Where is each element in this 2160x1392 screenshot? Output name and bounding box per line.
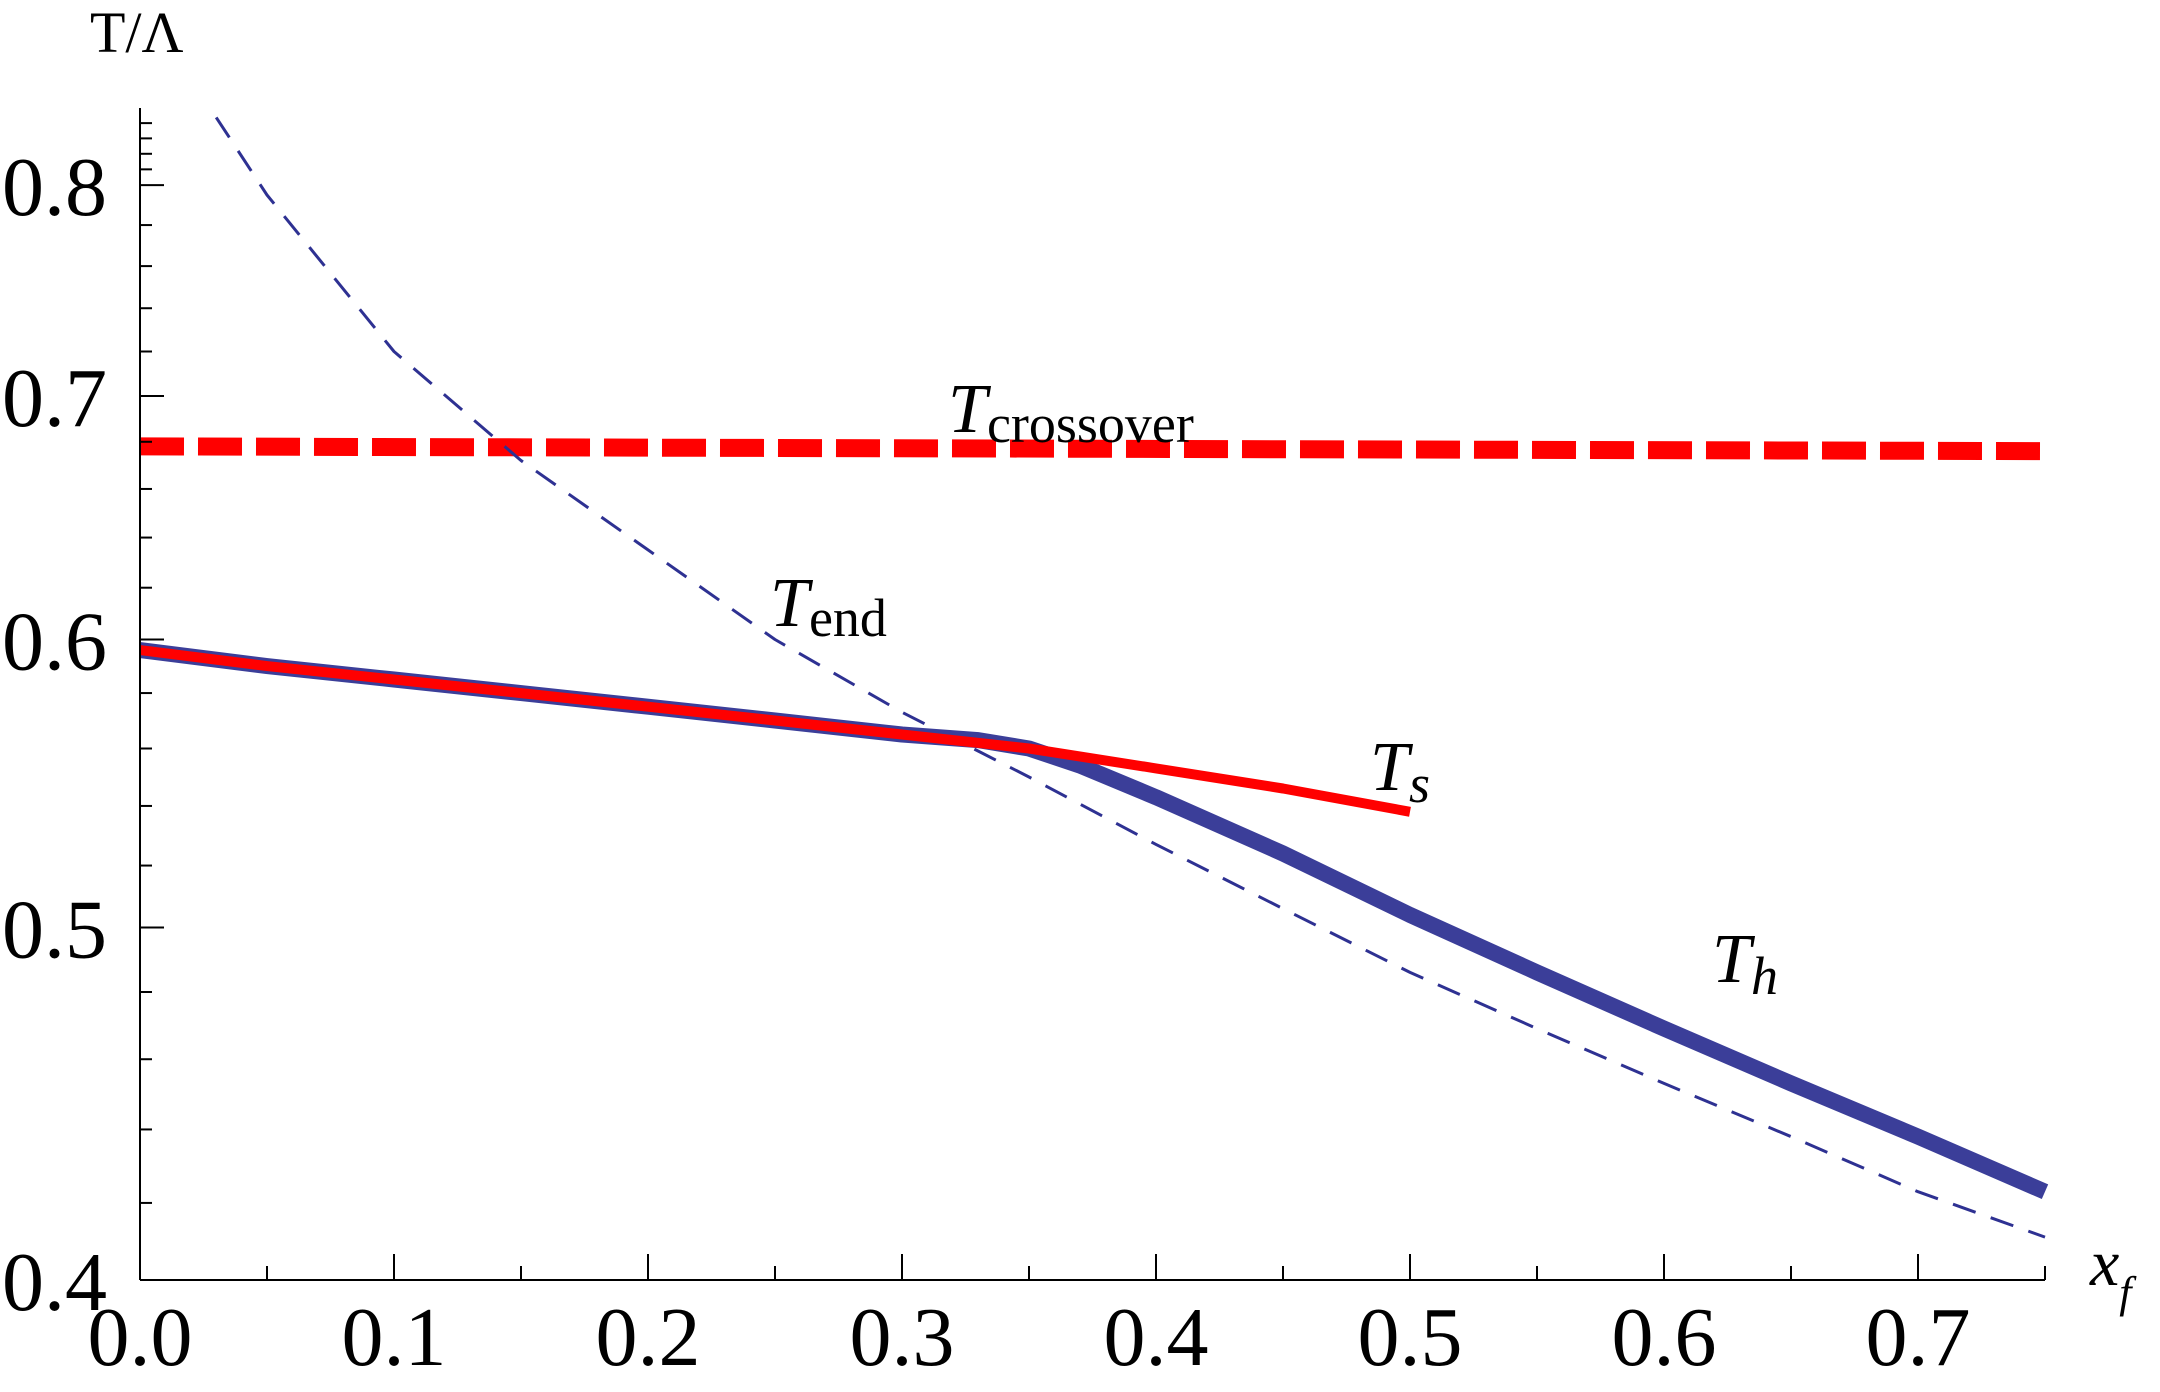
x-tick-label: 0.0 bbox=[88, 1291, 193, 1384]
label-s: Ts bbox=[1370, 729, 1430, 814]
label-crossover-sub: crossover bbox=[987, 394, 1194, 454]
y-tick-label: 0.7 bbox=[2, 352, 107, 445]
label-s-sub: s bbox=[1409, 754, 1430, 814]
series-line-crossover bbox=[139, 437, 2046, 461]
y-axis-ticks: 0.4 0.5 0.6 0.7 0.8 bbox=[2, 122, 164, 1329]
plot-area bbox=[139, 116, 2049, 1239]
series-line-end bbox=[214, 116, 2046, 1239]
y-tick-label: 0.5 bbox=[2, 884, 107, 977]
label-crossover: Tcrossover bbox=[948, 371, 1194, 454]
y-tick-label: 0.8 bbox=[2, 141, 107, 234]
x-tick-label: 0.7 bbox=[1866, 1291, 1971, 1384]
x-tick-label: 0.5 bbox=[1358, 1291, 1463, 1384]
x-tick-label: 0.6 bbox=[1612, 1291, 1717, 1384]
x-axis-title-main: x bbox=[2089, 1227, 2119, 1300]
y-tick-label: 0.6 bbox=[2, 596, 107, 689]
x-axis-ticks: 0.0 0.1 0.2 0.3 0.4 0.5 0.6 0.7 bbox=[88, 1254, 2046, 1384]
x-tick-label: 0.4 bbox=[1104, 1291, 1209, 1384]
series-line-s bbox=[139, 645, 1411, 817]
label-h: Th bbox=[1712, 921, 1778, 1006]
label-crossover-main: T bbox=[948, 371, 992, 448]
x-axis-title-sub: f bbox=[2119, 1268, 2137, 1317]
x-tick-label: 0.2 bbox=[596, 1291, 701, 1384]
label-h-sub: h bbox=[1751, 946, 1778, 1006]
label-end-sub: end bbox=[809, 588, 887, 648]
x-tick-label: 0.3 bbox=[850, 1291, 955, 1384]
x-axis-title: xf bbox=[2089, 1227, 2137, 1317]
label-end-main: T bbox=[770, 565, 814, 642]
y-tick-label: 0.4 bbox=[2, 1236, 107, 1329]
label-end: Tend bbox=[770, 565, 887, 648]
series-line-h bbox=[139, 642, 2049, 1200]
y-axis-title: T/Λ bbox=[90, 0, 184, 65]
x-tick-label: 0.1 bbox=[342, 1291, 447, 1384]
label-s-main: T bbox=[1370, 729, 1414, 806]
curve-labels: Tcrossover Tend Th Ts bbox=[770, 371, 1778, 1006]
label-h-main: T bbox=[1712, 921, 1756, 998]
